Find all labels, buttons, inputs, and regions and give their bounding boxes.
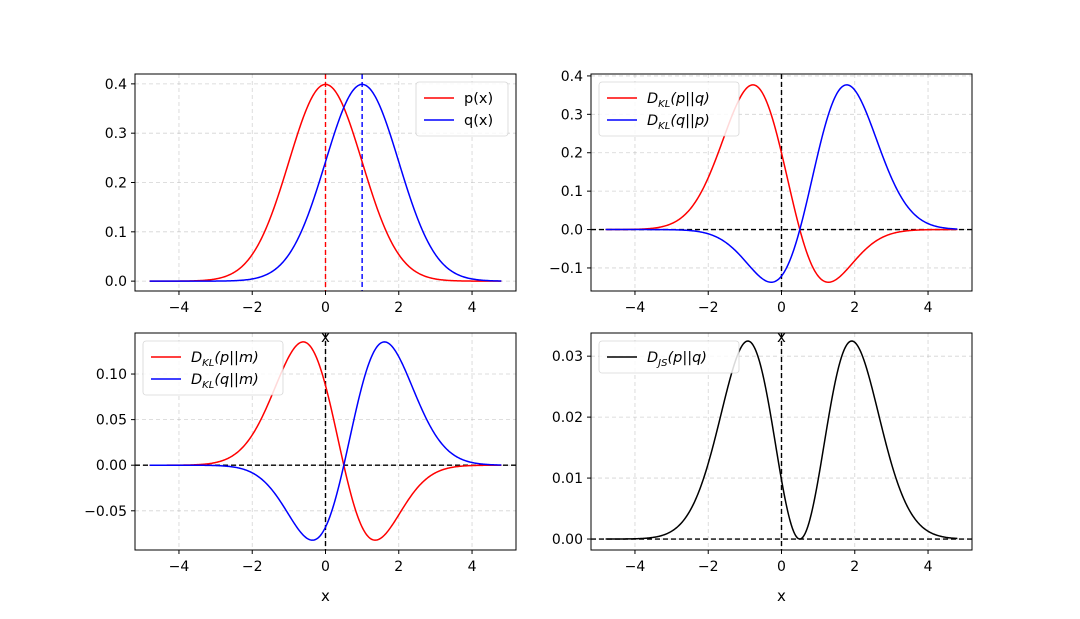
x-tick-label: 4 xyxy=(468,300,477,316)
series-line-kl_pq xyxy=(605,84,958,283)
x-tick-label: −4 xyxy=(625,300,646,316)
panel-bottom-left: −4 −2 0 2 4 −0.05 0.00 0.05 0.10 x DKL(p||m) DKL(q|… xyxy=(84,332,517,605)
x-tick-label: −4 xyxy=(625,559,646,575)
y-tick-label: 0.10 xyxy=(96,367,127,383)
y-tick-label: 0.0 xyxy=(105,274,127,290)
legend-label: DKL(p||m) xyxy=(191,350,259,369)
y-tick-label: 0.00 xyxy=(552,532,583,548)
y-tick-label: 0.4 xyxy=(105,77,127,93)
y-tick-label: 0.4 xyxy=(561,69,583,85)
series-line-kl_qm xyxy=(149,341,502,541)
legend-label: q(x) xyxy=(464,113,493,129)
plot-area xyxy=(591,74,972,291)
x-axis-label: x xyxy=(321,587,330,605)
series-line-js xyxy=(605,340,958,540)
legend-label: DKL(q||p) xyxy=(647,113,710,132)
x-tick-label: 4 xyxy=(924,559,933,575)
plot-area xyxy=(135,333,516,550)
x-tick-label: 4 xyxy=(468,559,477,575)
legend-box xyxy=(598,340,740,374)
x-tick-label: −4 xyxy=(169,559,190,575)
y-tick-label: 0.3 xyxy=(561,107,583,123)
y-tick-label: 0.3 xyxy=(105,126,127,142)
y-tick-label: 0.1 xyxy=(561,184,583,200)
x-tick-label: 0 xyxy=(777,559,786,575)
y-tick-label: −0.1 xyxy=(549,261,583,277)
series-line-kl_qp xyxy=(605,84,958,283)
series-line-q xyxy=(149,83,502,282)
x-tick-label: 4 xyxy=(924,300,933,316)
legend-box xyxy=(598,81,740,137)
x-tick-label: 0 xyxy=(777,300,786,316)
legend-label: p(x) xyxy=(464,91,493,107)
x-tick-label: 2 xyxy=(850,300,859,316)
y-tick-label: 0.05 xyxy=(96,413,127,429)
x-tick-label: 2 xyxy=(850,559,859,575)
panel-bottom-right: −4 −2 0 2 4 0.00 0.01 0.02 0.03 x DJS(p||q) xyxy=(552,332,973,605)
x-tick-label: −4 xyxy=(169,300,190,316)
x-tick-label: −2 xyxy=(242,300,263,316)
y-tick-label: 0.02 xyxy=(552,410,583,426)
x-tick-label: −2 xyxy=(242,559,263,575)
y-tick-label: 0.2 xyxy=(105,176,127,192)
y-tick-label: 0.00 xyxy=(96,458,127,474)
x-tick-label: 2 xyxy=(394,559,403,575)
legend-label: DJS(p||q) xyxy=(647,350,707,369)
series-line-p xyxy=(149,83,502,282)
x-tick-label: 2 xyxy=(394,300,403,316)
series-line-kl_pm xyxy=(149,341,502,541)
y-tick-label: 0.2 xyxy=(561,146,583,162)
y-tick-label: 0.03 xyxy=(552,349,583,365)
x-axis-label: x xyxy=(777,587,786,605)
legend-box xyxy=(415,81,509,137)
x-tick-label: 0 xyxy=(321,559,330,575)
y-tick-label: 0.01 xyxy=(552,471,583,487)
x-tick-label: 0 xyxy=(321,300,330,316)
x-tick-label: −2 xyxy=(698,559,719,575)
plot-area xyxy=(149,74,502,291)
x-tick-label: −2 xyxy=(698,300,719,316)
legend-box xyxy=(142,340,284,396)
y-tick-label: −0.05 xyxy=(84,504,127,520)
legend-label: DKL(q||m) xyxy=(191,372,259,391)
plot-area xyxy=(591,333,972,550)
y-tick-label: 0.1 xyxy=(105,225,127,241)
y-tick-label: 0.0 xyxy=(561,223,583,239)
legend-label: DKL(p||q) xyxy=(647,91,710,110)
